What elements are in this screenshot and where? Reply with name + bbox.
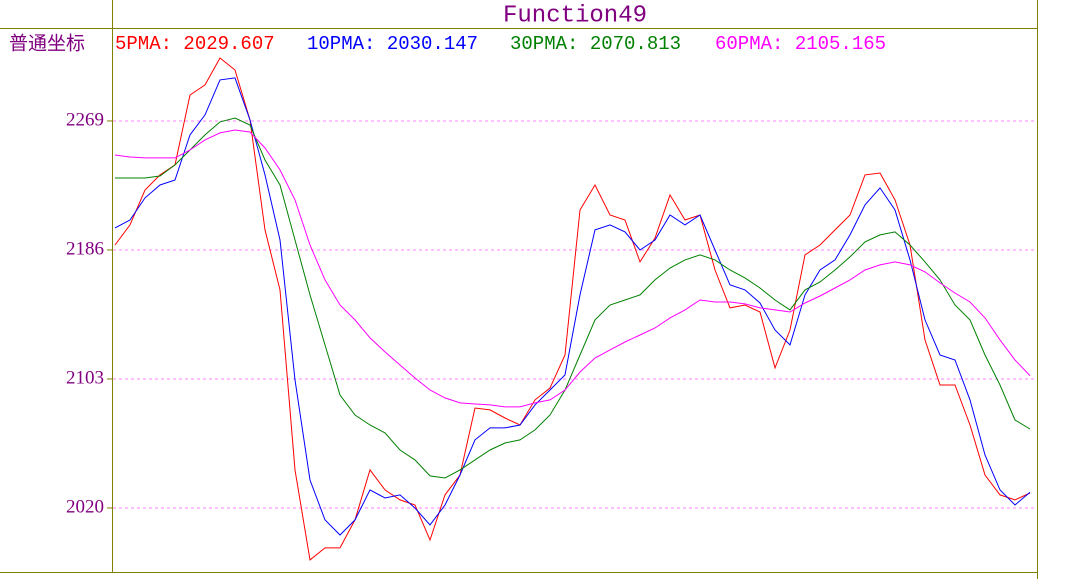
y-tick-label: 2269 [66,109,104,130]
legend-entry: 10PMA: 2030.147 [307,33,478,55]
line-series [114,129,1031,408]
line-series [114,57,1031,561]
chart-title: Function49 [503,2,647,29]
legend-entry: 60PMA: 2105.165 [715,33,886,55]
line-series [115,117,1031,479]
y-tick-label: 2103 [66,367,104,388]
legend-entry: 5PMA: 2029.607 [115,33,275,55]
legend-entry: 30PMA: 2070.813 [510,33,681,55]
line-series [114,77,1031,536]
y-label: 普通坐标 [9,33,85,55]
y-tick-label: 2020 [66,496,104,517]
y-tick-label: 2186 [66,238,104,259]
